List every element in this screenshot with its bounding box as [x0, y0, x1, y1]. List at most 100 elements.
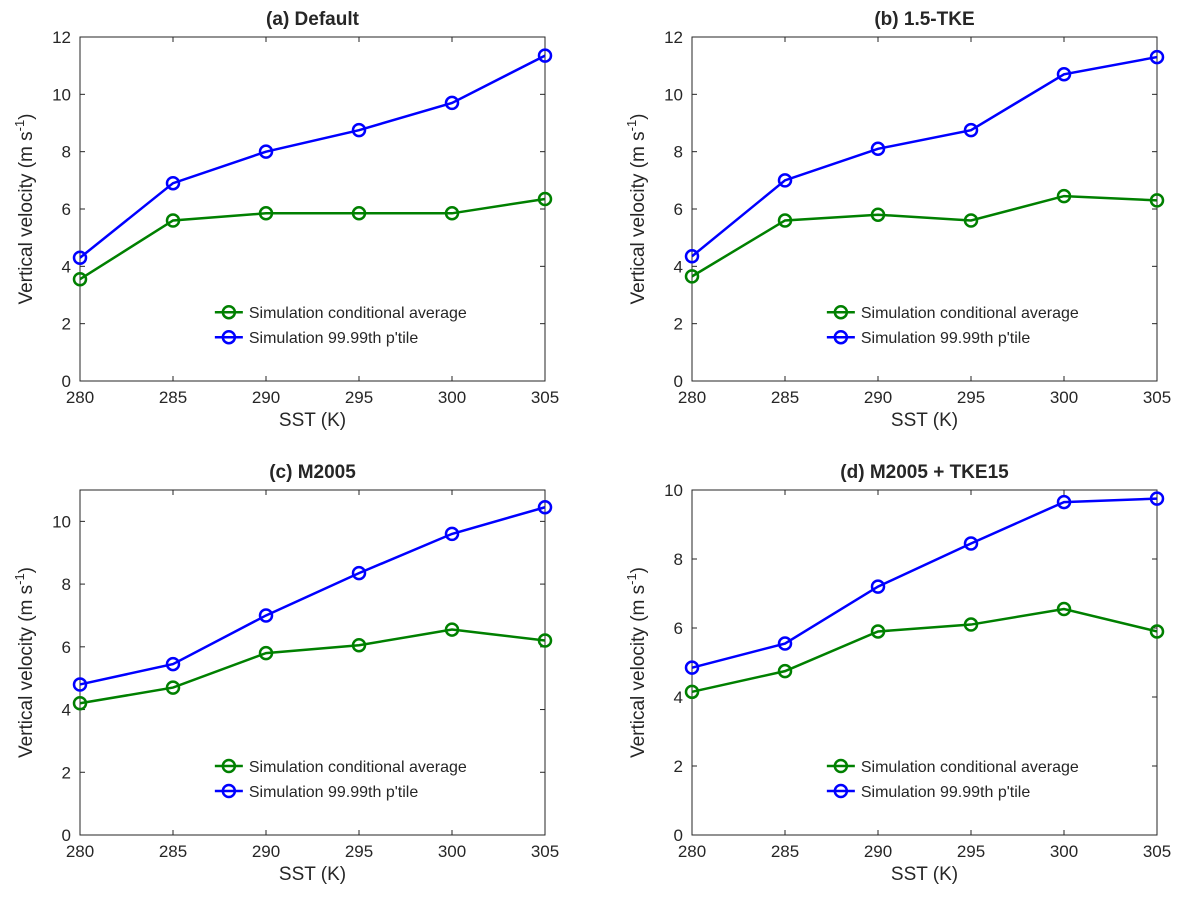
y-tick-label: 4 [674, 257, 683, 276]
y-axis-label: Vertical velocity (m s-1) [624, 113, 649, 304]
legend-label-2: Simulation 99.99th p'tile [861, 330, 1030, 347]
chart-panel-2: (b) 1.5-TKE 280 285 290 295 300 305 0 2 4 6 8 10 12 SS… [624, 9, 1171, 431]
y-tick-label: 4 [62, 701, 71, 720]
y-tick-label: 8 [62, 143, 71, 162]
x-tick-label: 295 [957, 842, 985, 861]
data-point [537, 633, 553, 648]
x-tick-label: 305 [1143, 388, 1171, 407]
y-tick-label: 0 [674, 826, 683, 845]
y-tick-label: 10 [664, 481, 683, 500]
data-point [684, 269, 700, 284]
y-axis-label-tail: ) [16, 113, 37, 119]
y-tick-label: 6 [674, 200, 683, 219]
legend-marker-2 [221, 329, 237, 345]
y-axis-label-superscript: -1 [624, 573, 639, 585]
data-point [684, 249, 700, 264]
y-axis-label: Vertical velocity (m s-1) [12, 113, 37, 304]
data-point [963, 617, 979, 632]
x-axis-label: SST (K) [279, 864, 346, 885]
x-tick-label: 305 [531, 842, 559, 861]
x-tick-label: 300 [1050, 388, 1078, 407]
legend-label-1: Simulation conditional average [249, 305, 467, 322]
data-point [72, 271, 88, 287]
series-line-2 [691, 55, 1158, 258]
data-point [777, 636, 793, 651]
y-tick-label: 6 [62, 200, 71, 219]
data-point [1056, 494, 1072, 510]
chart-title: (a) Default [266, 9, 360, 30]
legend-label-1: Simulation conditional average [249, 759, 467, 776]
data-point [444, 526, 460, 542]
y-axis-label-main: Vertical velocity (m s [16, 131, 37, 304]
data-point [258, 206, 274, 221]
legend-marker-1 [833, 758, 849, 774]
x-tick-label: 300 [1050, 842, 1078, 861]
chart-title: (d) M2005 + TKE15 [840, 462, 1009, 483]
x-tick-label: 300 [438, 388, 466, 407]
y-tick-label: 8 [62, 575, 71, 594]
data-point [1056, 188, 1072, 204]
legend-label-1: Simulation conditional average [861, 305, 1079, 322]
data-point [165, 656, 181, 672]
y-axis-label-tail: ) [628, 113, 649, 119]
data-point [444, 95, 460, 111]
chart-panel-4: (d) M2005 + TKE15 280 285 290 295 300 305 0 2 4 6 8… [624, 462, 1171, 885]
x-tick-label: 280 [66, 842, 94, 861]
x-axis-label: SST (K) [891, 410, 958, 431]
data-point [258, 645, 274, 661]
data-point [444, 206, 460, 221]
data-point [351, 122, 367, 138]
y-axis-label: Vertical velocity (m s-1) [624, 567, 649, 758]
x-tick-label: 280 [678, 842, 706, 861]
y-axis-label-main: Vertical velocity (m s [628, 585, 649, 758]
data-point [351, 565, 367, 581]
legend-marker-1 [221, 758, 237, 774]
legend-marker-1 [221, 304, 237, 320]
data-point [777, 663, 793, 679]
y-tick-label: 0 [674, 372, 683, 391]
data-point [444, 622, 460, 637]
series-line-1 [691, 607, 1158, 694]
x-tick-label: 285 [771, 842, 799, 861]
x-tick-label: 305 [531, 388, 559, 407]
data-point [870, 579, 886, 594]
chart-panel-3: (c) M2005 280 285 290 295 300 305 0 2 4 6 8 10 SST (K… [12, 462, 559, 885]
y-tick-label: 6 [62, 638, 71, 657]
series-line-1 [691, 194, 1158, 278]
legend-label-1: Simulation conditional average [861, 759, 1079, 776]
y-tick-label: 0 [62, 826, 71, 845]
y-axis-label-superscript: -1 [12, 120, 27, 132]
y-axis-label-tail: ) [16, 567, 37, 573]
y-tick-label: 10 [52, 512, 71, 531]
x-tick-label: 290 [252, 842, 280, 861]
y-tick-label: 10 [52, 85, 71, 104]
x-tick-label: 305 [1143, 842, 1171, 861]
data-point [684, 660, 700, 675]
data-point [870, 624, 886, 639]
data-point [1149, 193, 1165, 208]
y-tick-label: 8 [674, 550, 683, 569]
series-line-2 [79, 506, 546, 686]
data-point [1056, 67, 1072, 82]
data-point [72, 696, 88, 711]
data-point [537, 191, 553, 207]
plot-area [691, 36, 1158, 382]
x-axis-label: SST (K) [279, 410, 346, 431]
y-tick-label: 2 [62, 763, 71, 782]
data-point [1149, 624, 1165, 639]
data-point [684, 684, 700, 700]
data-point [165, 213, 181, 228]
data-point [1149, 49, 1165, 65]
data-point [165, 680, 181, 695]
legend-label-2: Simulation 99.99th p'tile [861, 784, 1030, 801]
data-point [963, 213, 979, 228]
series-line-2 [79, 54, 546, 259]
plot-area [691, 489, 1158, 836]
data-point [777, 173, 793, 188]
y-tick-label: 4 [62, 257, 71, 276]
data-point [870, 207, 886, 222]
data-point [351, 638, 367, 653]
series-line-1 [79, 628, 546, 705]
data-point [351, 206, 367, 221]
series-line-1 [79, 197, 546, 281]
